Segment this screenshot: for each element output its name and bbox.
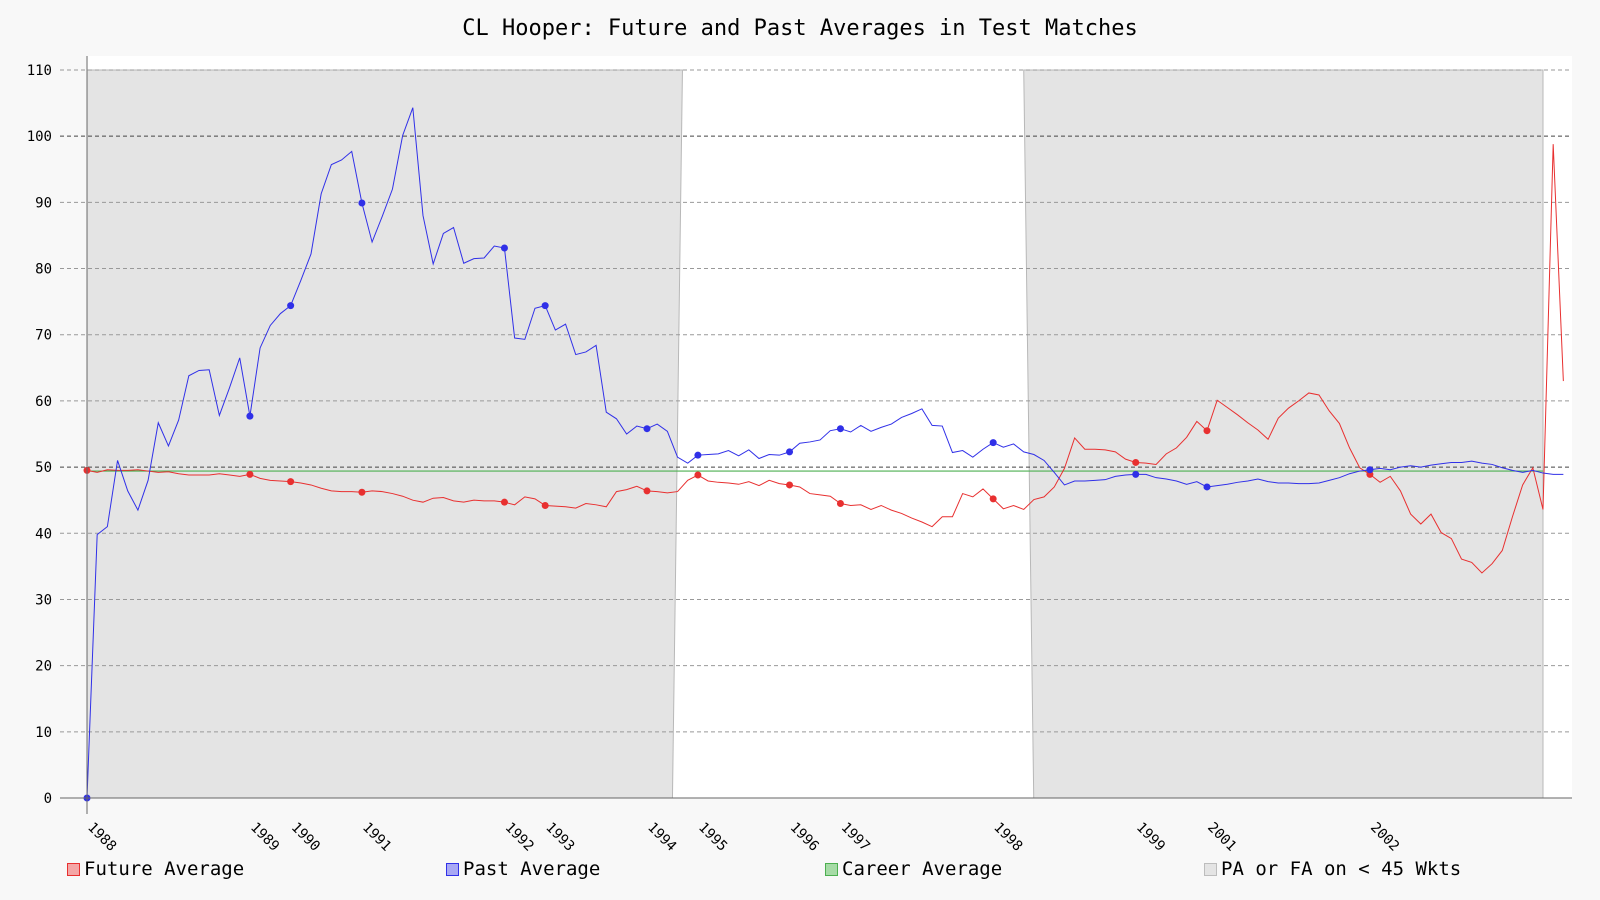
future-average-point: [1132, 458, 1140, 466]
legend-past-average[interactable]: Past Average: [446, 858, 600, 880]
future-average-point: [246, 470, 254, 478]
x-tick-label: 1996: [787, 820, 822, 855]
past-average-point: [1366, 466, 1374, 474]
past-average-swatch: [446, 862, 459, 876]
future-average-point: [541, 501, 549, 509]
past-average-point: [1203, 483, 1211, 491]
past-average-point: [500, 244, 508, 252]
y-tick-label: 50: [35, 460, 52, 476]
x-tick-label: 1989: [247, 820, 282, 855]
x-tick-label: 1990: [288, 820, 323, 855]
y-tick-label: 0: [44, 791, 52, 807]
future-average-point: [694, 471, 702, 479]
past-average-point: [246, 412, 254, 420]
career-average-swatch: [825, 862, 838, 876]
future-average-point: [989, 495, 997, 503]
x-tick-label: 2001: [1204, 820, 1239, 855]
x-tick-label: 1988: [84, 820, 119, 855]
y-tick-label: 100: [27, 129, 52, 145]
past-average-point: [989, 439, 997, 447]
x-tick-label: 1993: [542, 820, 577, 855]
y-tick-label: 40: [35, 526, 52, 542]
future-average-point: [500, 498, 508, 506]
legend-label-past: Past Average: [463, 858, 601, 880]
y-tick-label: 110: [27, 63, 52, 79]
grid-layer: [60, 69, 1572, 799]
past-average-line: [86, 107, 1564, 799]
future-average-point: [786, 481, 794, 489]
chart-svg: CL Hooper: Future and Past Averages in T…: [27, 16, 1572, 855]
future-average-point: [1203, 427, 1211, 435]
x-tick-label: 2002: [1367, 820, 1402, 855]
x-tick-label: 1997: [838, 820, 873, 855]
past-average-point: [358, 199, 366, 207]
legend-label-future: Future Average: [84, 858, 245, 880]
x-tick-label: 1995: [695, 820, 730, 855]
future-average-swatch: [67, 862, 80, 876]
past-average-point: [786, 448, 794, 456]
past-average-point: [541, 302, 549, 310]
legend: Future Average Past Average Career Avera…: [0, 858, 1600, 888]
y-tick-label: 70: [35, 328, 52, 344]
future-average-point: [287, 478, 295, 486]
future-average-point: [836, 499, 844, 507]
legend-label-shaded: PA or FA on < 45 Wkts: [1221, 858, 1462, 880]
x-tick-label: 1991: [359, 820, 394, 855]
future-average-line: [86, 144, 1564, 574]
shaded-region-0: [86, 69, 683, 799]
x-tick-label: 1998: [990, 820, 1025, 855]
past-average-point: [694, 451, 702, 459]
legend-label-career: Career Average: [842, 858, 1003, 880]
series-layer: [83, 107, 1564, 802]
y-tick-label: 60: [35, 394, 52, 410]
y-tick-label: 90: [35, 195, 52, 211]
y-tick-label: 20: [35, 659, 52, 675]
future-average-point: [358, 488, 366, 496]
y-tick-label: 80: [35, 262, 52, 278]
y-tick-label: 10: [35, 725, 52, 741]
shaded-region-1: [1023, 69, 1544, 799]
x-tick-label: 1999: [1133, 820, 1168, 855]
legend-shaded-region[interactable]: PA or FA on < 45 Wkts: [1204, 858, 1461, 880]
past-average-point: [643, 425, 651, 433]
y-tick-label: 30: [35, 592, 52, 608]
future-average-point: [643, 487, 651, 495]
past-average-point: [836, 425, 844, 433]
past-average-point: [287, 302, 295, 310]
legend-future-average[interactable]: Future Average: [67, 858, 244, 880]
x-tick-label: 1994: [644, 820, 679, 855]
shade-layer: [86, 69, 1544, 799]
x-tick-label: 1992: [502, 820, 537, 855]
shaded-region-swatch: [1204, 862, 1217, 876]
chart-title: CL Hooper: Future and Past Averages in T…: [462, 16, 1138, 41]
past-average-point: [1132, 470, 1140, 478]
legend-career-average[interactable]: Career Average: [825, 858, 1002, 880]
